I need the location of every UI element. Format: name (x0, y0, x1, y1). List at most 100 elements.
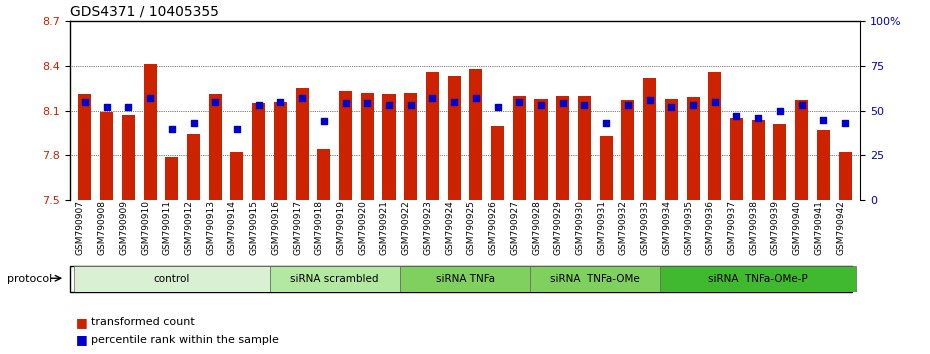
Bar (274, 102, 287, 200)
Point (773, 108, 788, 113)
Text: GSM790927: GSM790927 (511, 200, 519, 255)
Bar (166, 157, 179, 200)
Bar (426, 72, 439, 200)
Bar (686, 97, 699, 200)
Text: percentile rank within the sample: percentile rank within the sample (91, 335, 279, 345)
Point (100, 104, 114, 110)
Text: GDS4371 / 10405355: GDS4371 / 10405355 (70, 5, 219, 19)
Point (816, 117, 830, 122)
Text: ■: ■ (76, 316, 88, 329)
Bar (621, 100, 634, 200)
Bar (361, 93, 374, 200)
Text: siRNA scrambled: siRNA scrambled (290, 274, 379, 284)
Text: GSM790942: GSM790942 (836, 200, 845, 255)
Text: GSM790940: GSM790940 (792, 200, 802, 255)
Bar (839, 152, 852, 200)
Bar (730, 118, 743, 200)
Text: GSM790922: GSM790922 (402, 200, 411, 255)
Bar (660, 266, 856, 292)
Text: GSM790934: GSM790934 (662, 200, 671, 255)
Bar (774, 124, 787, 200)
Bar (665, 99, 678, 200)
Text: GSM790921: GSM790921 (380, 200, 389, 255)
Text: GSM790914: GSM790914 (228, 200, 237, 255)
Point (794, 102, 809, 108)
Bar (78, 94, 91, 200)
Text: siRNA TNFa: siRNA TNFa (435, 274, 495, 284)
Text: GSM790917: GSM790917 (293, 200, 302, 255)
Bar (535, 99, 548, 200)
Point (664, 104, 679, 110)
Point (230, 126, 245, 131)
Point (708, 99, 723, 104)
Text: GSM790918: GSM790918 (315, 200, 324, 255)
Point (838, 120, 853, 126)
Bar (339, 91, 352, 200)
Bar (530, 266, 660, 292)
Text: GSM790935: GSM790935 (684, 200, 693, 255)
Bar (400, 266, 530, 292)
Text: protocol: protocol (7, 274, 53, 284)
Point (642, 97, 657, 103)
Text: GSM790939: GSM790939 (771, 200, 780, 255)
Point (273, 99, 288, 104)
Point (685, 102, 700, 108)
Bar (795, 100, 808, 200)
Bar (382, 94, 395, 200)
Text: GSM790919: GSM790919 (337, 200, 346, 255)
Bar (643, 78, 656, 200)
Text: GSM790931: GSM790931 (597, 200, 606, 255)
Text: GSM790928: GSM790928 (532, 200, 541, 255)
Point (534, 102, 549, 108)
Bar (405, 93, 418, 200)
Bar (143, 64, 156, 200)
Text: control: control (153, 274, 190, 284)
Text: siRNA  TNFa-OMe: siRNA TNFa-OMe (551, 274, 640, 284)
Bar (208, 94, 221, 200)
Point (77, 99, 92, 104)
Point (360, 101, 375, 106)
Text: GSM790908: GSM790908 (98, 200, 107, 255)
Bar (74, 266, 270, 292)
Text: GSM790924: GSM790924 (445, 200, 454, 255)
Point (381, 102, 396, 108)
Text: GSM790936: GSM790936 (706, 200, 715, 255)
Bar (317, 149, 330, 200)
Point (729, 113, 744, 119)
Point (186, 120, 201, 126)
Text: GSM790923: GSM790923 (423, 200, 432, 255)
Text: GSM790909: GSM790909 (119, 200, 128, 255)
Bar (270, 266, 400, 292)
Point (207, 99, 222, 104)
Point (404, 102, 418, 108)
Text: GSM790925: GSM790925 (467, 200, 476, 255)
Point (121, 104, 136, 110)
Bar (578, 96, 591, 200)
Point (555, 101, 570, 106)
Text: GSM790926: GSM790926 (488, 200, 498, 255)
Point (446, 99, 461, 104)
Text: GSM790933: GSM790933 (641, 200, 649, 255)
Bar (231, 152, 244, 200)
Text: GSM790912: GSM790912 (184, 200, 193, 255)
Text: GSM790932: GSM790932 (618, 200, 628, 255)
Bar (252, 103, 265, 200)
Bar (751, 120, 764, 200)
Point (490, 104, 505, 110)
Point (751, 115, 765, 121)
Text: GSM790930: GSM790930 (576, 200, 584, 255)
Text: ■: ■ (76, 333, 88, 346)
Bar (187, 135, 200, 200)
Bar (447, 76, 460, 200)
Text: GSM790916: GSM790916 (272, 200, 281, 255)
Bar (600, 136, 613, 200)
Text: GSM790915: GSM790915 (249, 200, 259, 255)
Point (316, 119, 331, 124)
Text: GSM790941: GSM790941 (815, 200, 823, 255)
Text: GSM790910: GSM790910 (141, 200, 150, 255)
Text: GSM790920: GSM790920 (358, 200, 367, 255)
Bar (512, 96, 525, 200)
Bar (122, 115, 135, 200)
Bar (470, 69, 483, 200)
Point (599, 120, 614, 126)
